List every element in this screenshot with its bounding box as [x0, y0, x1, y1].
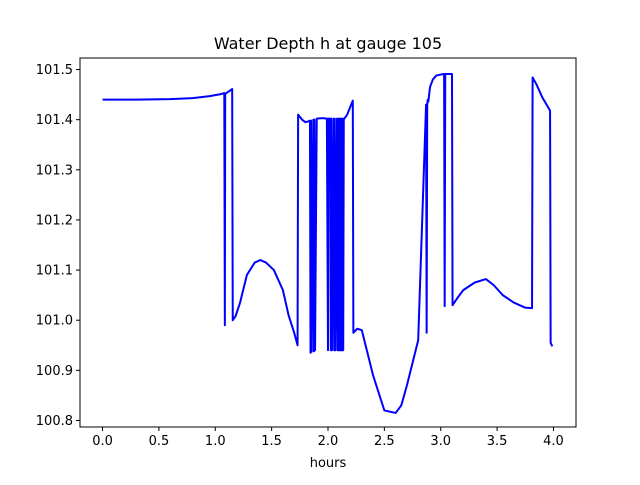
x-tick-label: 0.0	[92, 434, 113, 449]
x-tick-label: 2.5	[374, 434, 395, 449]
x-axis-label: hours	[310, 456, 347, 471]
x-tick-label: 4.0	[543, 434, 564, 449]
x-tick-label: 1.0	[205, 434, 226, 449]
y-tick-label: 101.4	[36, 113, 73, 128]
y-tick-label: 100.8	[36, 414, 73, 429]
y-tick-label: 101.2	[36, 213, 73, 228]
y-tick-label: 101.3	[36, 163, 73, 178]
x-tick-label: 0.5	[149, 434, 170, 449]
series-line-0	[102, 73, 554, 414]
x-tick-label: 3.0	[430, 434, 451, 449]
x-tick-label: 3.5	[487, 434, 508, 449]
x-tick-label: 2.0	[318, 434, 339, 449]
y-tick-label: 101.1	[36, 264, 73, 279]
y-tick-label: 101.0	[36, 314, 73, 329]
chart-title: Water Depth h at gauge 105	[214, 34, 442, 53]
plot-layer	[102, 73, 554, 414]
x-tick-label: 1.5	[261, 434, 282, 449]
y-tick-label: 100.9	[36, 364, 73, 379]
y-axis-ticks: 100.8 100.9 101.0 101.1 101.2 101.3 101.4 101.5	[36, 63, 80, 429]
x-axis-ticks: 0.0 0.5 1.0 1.5 2.0 2.5 3.0 3.5 4.0	[92, 427, 564, 449]
y-tick-label: 101.5	[36, 63, 73, 78]
